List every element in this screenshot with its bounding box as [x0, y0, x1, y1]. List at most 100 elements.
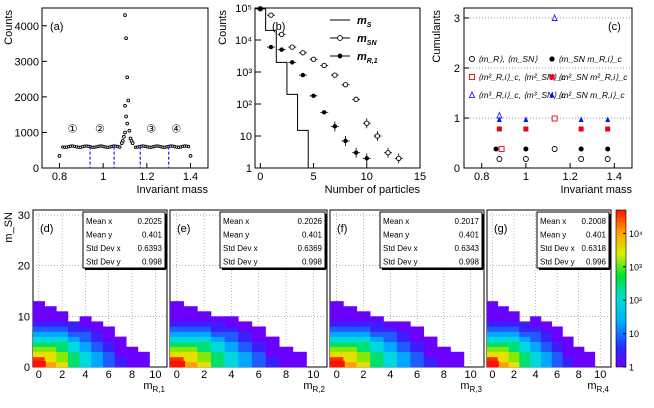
heatmap-xtick-label: 2 — [511, 369, 517, 381]
heatmap-cell — [210, 361, 225, 368]
panel-a-ytick-label: 2000 — [15, 92, 39, 104]
panel-c-point — [578, 116, 584, 122]
heatmap-cell — [56, 351, 69, 358]
heatmap-cell — [183, 341, 198, 348]
panel-a-point — [57, 154, 62, 158]
heatmap-cell — [44, 306, 57, 312]
heatmap-cell — [343, 311, 358, 317]
heatmap-cell — [562, 356, 574, 363]
heatmap-cell — [356, 356, 371, 363]
panel-c-point — [496, 126, 502, 132]
heatmap-cell — [551, 331, 563, 337]
heatmap-cell — [383, 336, 398, 342]
heatmap-stats-key: Std Dev x — [86, 244, 121, 253]
heatmap-cell — [79, 361, 92, 368]
heatmap-cell — [224, 321, 239, 327]
panel-a-region-label: ④ — [171, 123, 181, 135]
heatmap-stats-box — [536, 211, 610, 269]
heatmap-cell — [33, 316, 45, 322]
heatmap-cell — [508, 351, 520, 358]
heatmap-cell — [410, 346, 425, 353]
heatmap-cell — [102, 361, 115, 368]
panel-a-xtick-label: 1 — [100, 171, 106, 183]
heatmap-cell — [197, 336, 212, 342]
heatmap-cell — [370, 316, 384, 322]
heatmap-cell — [540, 326, 552, 332]
panel-a-region-label: ③ — [146, 123, 156, 135]
heatmap-cell — [170, 356, 184, 363]
heatmap-cell — [91, 326, 104, 332]
heatmap-ytick-label: 30 — [18, 210, 30, 222]
heatmap-cell — [114, 351, 127, 358]
heatmap-cell — [423, 361, 438, 368]
heatmap-cell — [396, 336, 411, 342]
heatmap-stats-key: Std Dev y — [223, 258, 258, 267]
heatmap-cell — [210, 351, 225, 358]
heatmap-cell — [423, 346, 438, 353]
heatmap-cell — [383, 326, 398, 332]
heatmap-cell — [114, 361, 127, 368]
panel-a-point — [123, 130, 127, 135]
heatmap-cell — [410, 341, 425, 348]
panel-c-legend-marker — [468, 55, 476, 63]
heatmap-panel-label: (e) — [177, 223, 190, 235]
heatmap-cell — [437, 356, 451, 363]
heatmap-cell — [67, 341, 80, 348]
panel-b-legend-marker — [337, 35, 343, 41]
heatmap-cell — [33, 326, 45, 332]
heatmap-cell — [562, 341, 574, 348]
heatmap-stats-value: 0.6393 — [138, 244, 163, 253]
heatmap-cell — [343, 336, 358, 342]
heatmap-panel-label: (f) — [337, 223, 347, 235]
panel-b-point — [290, 60, 295, 65]
heatmap-cell — [330, 316, 344, 322]
heatmap-cell — [370, 361, 384, 368]
panel-a-point — [125, 75, 130, 80]
heatmap-cell — [423, 341, 438, 348]
heatmap-cell — [224, 331, 239, 337]
panel-c-point — [498, 146, 505, 152]
heatmap-panel-label: (d) — [40, 223, 53, 235]
heatmap-cell — [210, 336, 225, 342]
heatmap-cell — [102, 346, 115, 353]
panel-b-point — [332, 72, 338, 78]
heatmap-cell — [508, 331, 520, 337]
heatmap-cell — [530, 336, 542, 342]
panel-b-point — [343, 138, 348, 144]
heatmap-panel-label: (g) — [494, 223, 507, 235]
heatmap-cell — [540, 341, 552, 348]
heatmap-cell — [238, 351, 253, 358]
heatmap-cell — [238, 361, 253, 368]
heatmap-cell — [238, 326, 253, 332]
heatmap-cell — [238, 331, 253, 337]
heatmap-cell — [114, 336, 127, 342]
heatmap-cell — [508, 321, 520, 327]
heatmap-cell — [224, 326, 239, 332]
panel-b-point — [300, 50, 306, 56]
heatmap-cell — [197, 341, 212, 348]
panel-c-legend-label: ⟨m_SN m_R,i⟩_c — [558, 54, 623, 64]
heatmap-cell — [508, 311, 520, 317]
heatmap-stats-box — [379, 211, 483, 269]
heatmap-cell — [540, 361, 552, 368]
heatmap-cell — [170, 316, 184, 322]
panel-b-series-mS — [255, 8, 319, 169]
heatmap-cell — [183, 351, 198, 358]
heatmap-cell — [170, 336, 184, 342]
panel-a-point — [125, 121, 130, 126]
panel-c-legend-label: ⟨m_R⟩, ⟨m_SN⟩ — [478, 54, 538, 64]
heatmap-cell — [102, 331, 115, 337]
heatmap-cell — [330, 306, 344, 312]
panel-b-point — [268, 44, 274, 50]
panel-c-point — [605, 126, 611, 132]
heatmap-cell — [551, 341, 563, 348]
panel-b-point — [342, 82, 349, 88]
heatmap-cell — [79, 316, 92, 322]
heatmap-cell — [79, 321, 92, 327]
heatmap-cell — [44, 341, 57, 348]
heatmap-cell — [562, 336, 574, 342]
heatmap-stats-key: Std Dev y — [540, 258, 575, 267]
heatmap-cell — [91, 356, 104, 363]
panel-c-point — [523, 146, 529, 152]
